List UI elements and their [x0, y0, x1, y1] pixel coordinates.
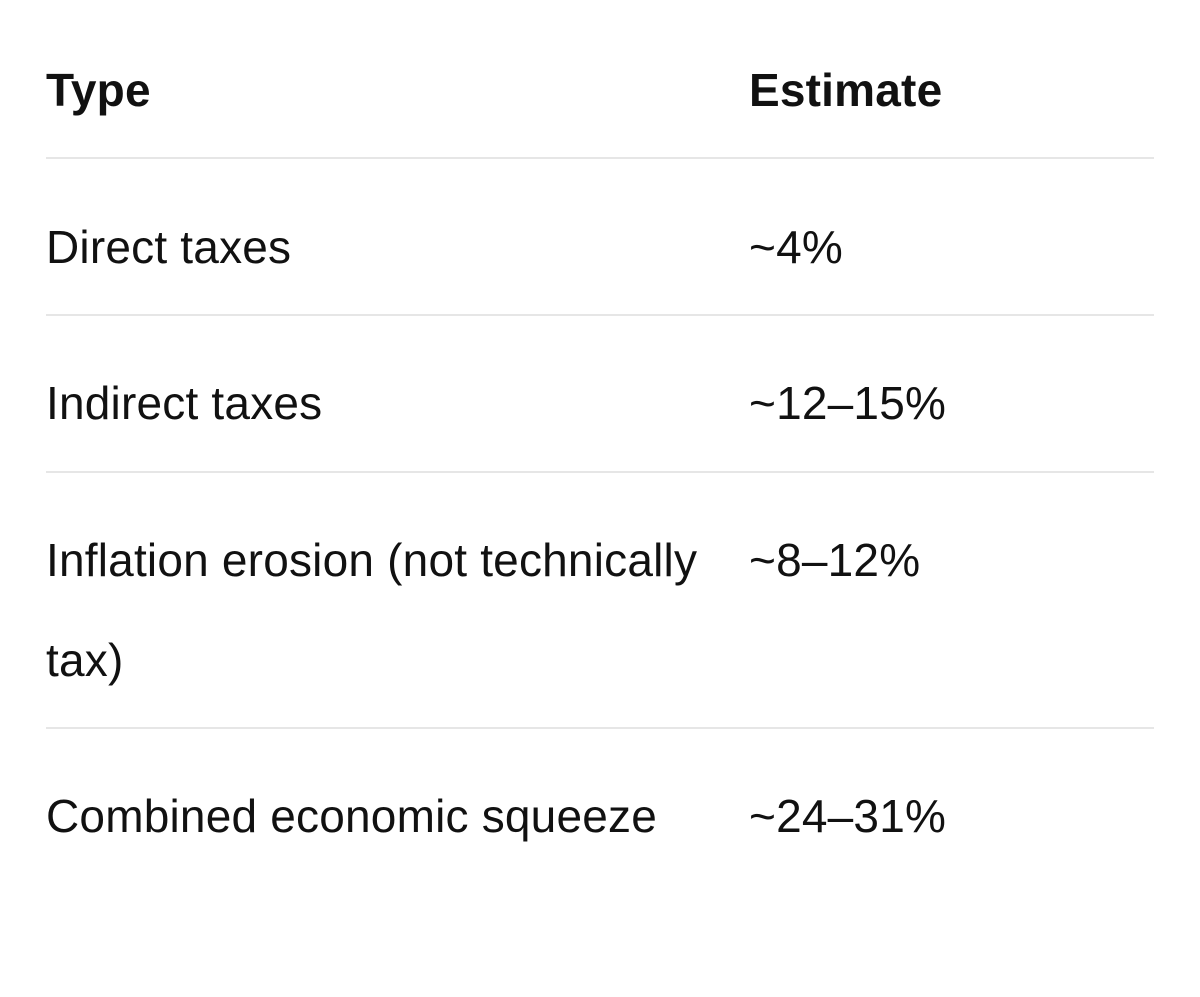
- row-estimate: ~4%: [749, 221, 843, 273]
- table-row: Combined economic squeeze ~24–31%: [46, 729, 1154, 997]
- row-estimate: ~24–31%: [749, 790, 947, 842]
- tax-estimate-table: Type Estimate Direct taxes ~4% Indirect …: [46, 0, 1154, 997]
- table-header-row: Type Estimate: [46, 0, 1154, 159]
- table-row: Indirect taxes ~12–15%: [46, 316, 1154, 473]
- row-type: Direct taxes: [46, 221, 292, 273]
- row-type: Inflation erosion (not technically tax): [46, 534, 698, 686]
- row-estimate: ~12–15%: [749, 377, 947, 429]
- row-type: Combined economic squeeze: [46, 790, 658, 842]
- header-type: Type: [46, 64, 151, 116]
- row-type: Indirect taxes: [46, 377, 323, 429]
- table-row: Inflation erosion (not technically tax) …: [46, 473, 1154, 729]
- header-estimate: Estimate: [749, 64, 943, 116]
- row-estimate: ~8–12%: [749, 534, 921, 586]
- table-row: Direct taxes ~4%: [46, 159, 1154, 316]
